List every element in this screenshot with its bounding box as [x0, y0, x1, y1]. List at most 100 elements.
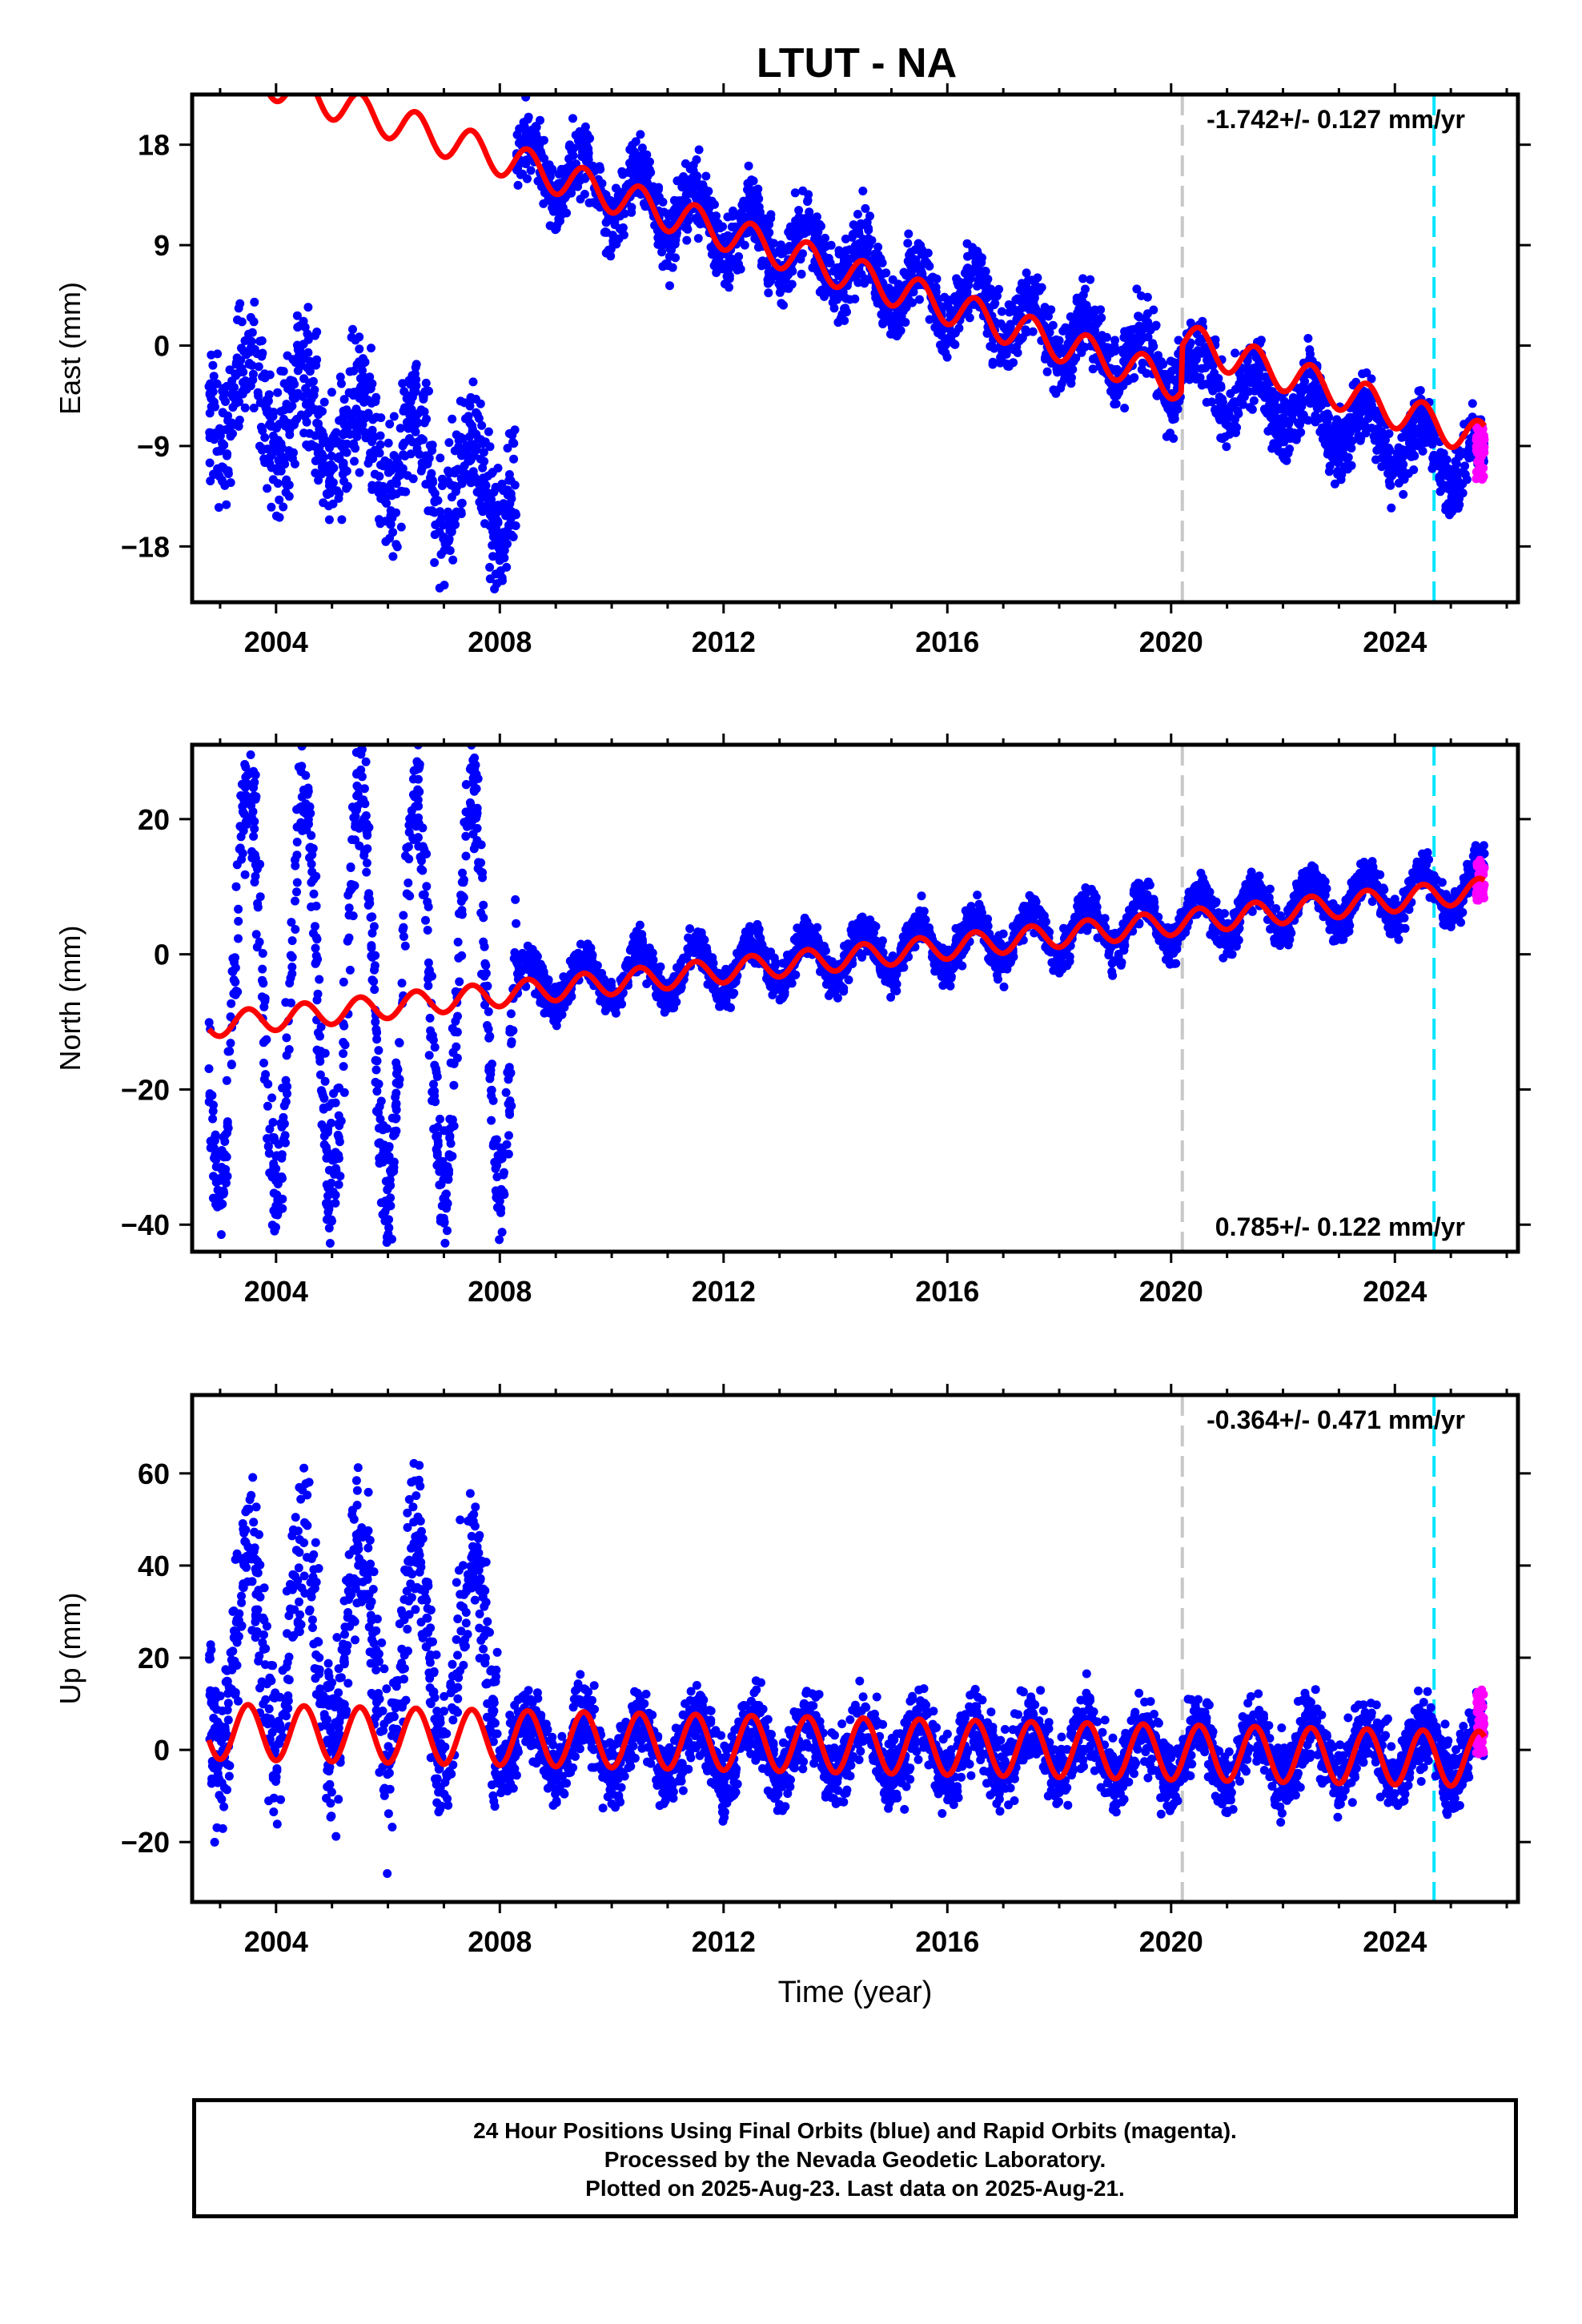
data-point	[936, 340, 945, 350]
data-point	[524, 112, 533, 122]
data-point	[1468, 399, 1477, 408]
data-point	[1074, 304, 1084, 314]
data-point	[1295, 420, 1304, 429]
data-point	[260, 432, 270, 442]
data-point	[259, 1002, 269, 1011]
data-point	[225, 365, 235, 375]
data-point	[1169, 434, 1178, 443]
data-point	[750, 186, 760, 195]
data-point	[291, 925, 300, 934]
data-point	[352, 781, 362, 790]
data-point	[292, 887, 301, 897]
data-point	[1048, 320, 1058, 330]
data-point	[858, 187, 868, 195]
data-point	[485, 562, 495, 572]
data-point	[247, 801, 256, 810]
data-point	[860, 279, 869, 288]
data-point	[416, 466, 426, 476]
data-point	[471, 840, 480, 850]
data-point	[1333, 458, 1343, 468]
data-point	[295, 321, 304, 331]
data-point	[1061, 323, 1070, 332]
data-point	[1279, 396, 1289, 406]
data-point	[285, 430, 295, 440]
data-point	[1189, 355, 1199, 364]
data-point	[1060, 375, 1069, 384]
data-point	[725, 271, 734, 281]
data-point	[432, 1160, 442, 1170]
data-point	[506, 1009, 516, 1019]
data-point	[335, 1137, 344, 1147]
data-point	[394, 1080, 404, 1089]
data-point	[873, 253, 882, 263]
data-point	[458, 868, 467, 878]
data-point	[315, 425, 324, 435]
data-point	[272, 444, 282, 454]
data-point	[763, 279, 773, 288]
data-point	[1045, 328, 1054, 337]
data-point	[891, 312, 901, 321]
data-point	[304, 389, 314, 398]
data-point	[426, 1026, 436, 1035]
data-point	[428, 477, 438, 487]
data-point	[643, 168, 652, 178]
data-point	[251, 930, 261, 939]
data-point	[411, 387, 420, 396]
data-point	[250, 878, 259, 887]
data-point	[273, 479, 283, 489]
data-point	[236, 356, 246, 365]
data-point	[1002, 325, 1011, 335]
data-point	[903, 239, 913, 248]
rapid-point	[1476, 450, 1485, 460]
data-point	[1222, 442, 1231, 452]
data-point	[1305, 355, 1315, 364]
data-point	[282, 1033, 291, 1043]
data-point	[667, 245, 677, 255]
data-point	[295, 344, 305, 353]
data-point	[642, 177, 652, 187]
data-point	[349, 366, 359, 376]
data-point	[479, 913, 488, 923]
data-point	[383, 1202, 392, 1212]
data-point	[387, 508, 396, 517]
data-point	[291, 896, 299, 906]
plot-area	[204, 94, 1489, 602]
data-point	[390, 462, 400, 472]
data-point	[421, 915, 430, 925]
data-point	[962, 287, 972, 297]
data-point	[1013, 294, 1022, 304]
data-point	[283, 1082, 292, 1092]
data-point	[324, 515, 334, 525]
data-point	[435, 1180, 444, 1190]
data-point	[469, 786, 479, 796]
data-point	[421, 378, 431, 388]
data-point	[1296, 388, 1306, 398]
data-point	[1218, 434, 1227, 444]
data-point	[348, 324, 357, 334]
data-point	[1022, 268, 1031, 278]
data-point	[238, 802, 247, 811]
data-point	[324, 1204, 334, 1214]
data-point	[359, 358, 368, 368]
data-point	[402, 417, 412, 427]
data-point	[307, 850, 317, 859]
data-point	[371, 1055, 380, 1065]
data-point	[1153, 388, 1162, 398]
data-point	[1457, 449, 1467, 459]
data-point	[311, 957, 321, 967]
y-tick-label: 18	[138, 129, 170, 162]
data-point	[692, 180, 701, 190]
data-point	[666, 238, 676, 247]
data-point	[336, 379, 346, 388]
data-point	[487, 1116, 496, 1125]
data-point	[1218, 394, 1227, 404]
data-point	[287, 998, 295, 1007]
data-point	[746, 227, 756, 236]
data-point	[1399, 475, 1409, 484]
data-point	[693, 234, 703, 243]
data-point	[727, 222, 737, 231]
data-point	[387, 479, 396, 489]
data-point	[1421, 413, 1431, 423]
data-point	[241, 376, 251, 385]
data-point	[456, 396, 465, 406]
